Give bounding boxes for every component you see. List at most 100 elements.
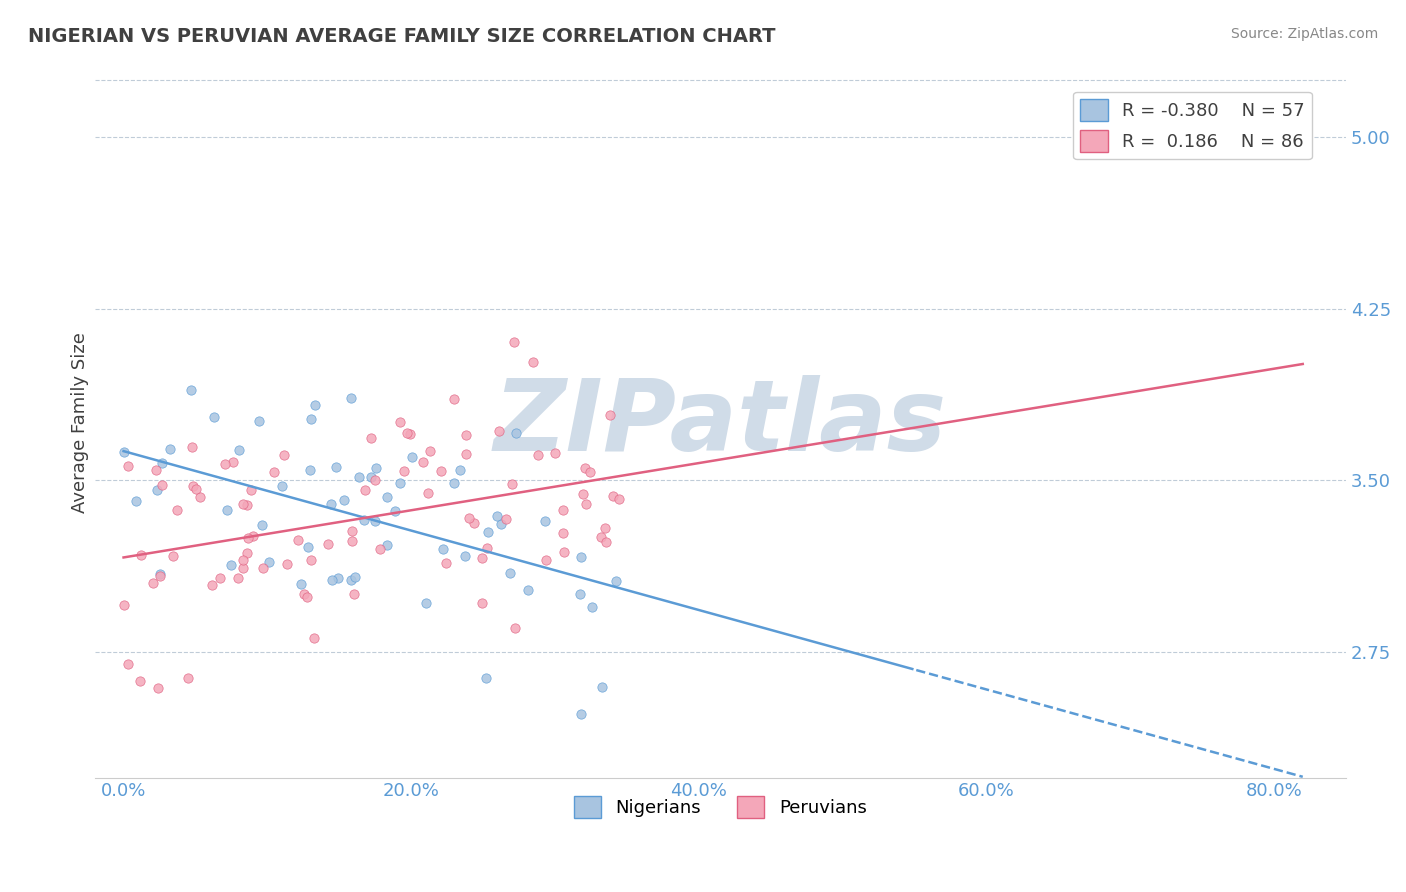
Point (368, 541, 391, 556)
Point (581, 600, 603, 615)
Point (149, 569, 172, 583)
Point (593, 521, 616, 535)
Point (401, 450, 423, 464)
Point (471, 596, 494, 610)
Text: ZIPatlas: ZIPatlas (494, 375, 946, 472)
Point (572, 487, 595, 501)
Point (149, 566, 172, 581)
Point (128, 673, 150, 688)
Point (145, 463, 167, 477)
Point (177, 671, 200, 685)
Point (263, 465, 285, 479)
Point (429, 464, 451, 478)
Point (112, 599, 135, 613)
Point (364, 515, 387, 529)
Point (235, 498, 257, 512)
Point (299, 552, 322, 566)
Point (578, 465, 600, 479)
Point (232, 497, 254, 511)
Point (499, 566, 522, 581)
Point (239, 483, 262, 498)
Point (219, 558, 242, 573)
Point (208, 572, 231, 586)
Point (454, 549, 477, 563)
Point (419, 444, 441, 458)
Point (340, 534, 363, 549)
Point (503, 621, 526, 635)
Point (605, 574, 627, 589)
Point (333, 492, 356, 507)
Point (142, 576, 165, 591)
Point (186, 482, 208, 496)
Point (166, 503, 188, 517)
Point (354, 483, 377, 497)
Point (304, 398, 326, 412)
Point (247, 414, 270, 428)
Point (388, 476, 411, 491)
Point (328, 572, 350, 586)
Text: NIGERIAN VS PERUVIAN AVERAGE FAMILY SIZE CORRELATION CHART: NIGERIAN VS PERUVIAN AVERAGE FAMILY SIZE… (28, 27, 776, 45)
Point (340, 391, 363, 405)
Point (360, 470, 382, 484)
Point (457, 511, 479, 525)
Point (321, 573, 343, 587)
Point (236, 546, 259, 560)
Point (384, 504, 406, 518)
Point (591, 680, 613, 694)
Point (485, 508, 508, 523)
Point (375, 538, 398, 552)
Point (162, 549, 184, 563)
Point (287, 533, 309, 547)
Point (181, 479, 204, 493)
Point (412, 455, 434, 469)
Point (443, 392, 465, 407)
Point (347, 469, 370, 483)
Point (488, 425, 510, 439)
Point (360, 432, 382, 446)
Point (599, 408, 621, 422)
Point (591, 530, 613, 544)
Point (375, 490, 398, 504)
Point (112, 445, 135, 459)
Point (325, 460, 347, 475)
Point (502, 334, 524, 349)
Point (340, 524, 363, 539)
Point (392, 464, 415, 478)
Point (231, 553, 253, 567)
Point (252, 560, 274, 574)
Point (471, 551, 494, 566)
Point (276, 557, 298, 571)
Point (298, 463, 321, 477)
Point (595, 535, 617, 549)
Point (415, 596, 437, 610)
Point (551, 525, 574, 540)
Point (228, 443, 250, 458)
Point (475, 541, 498, 555)
Point (449, 463, 471, 477)
Point (222, 455, 245, 469)
Point (304, 632, 326, 646)
Point (399, 426, 422, 441)
Point (257, 556, 280, 570)
Point (534, 553, 557, 567)
Point (180, 383, 202, 397)
Legend: Nigerians, Peruvians: Nigerians, Peruvians (567, 789, 875, 825)
Point (574, 461, 596, 475)
Point (527, 448, 550, 462)
Point (432, 541, 454, 556)
Point (129, 548, 152, 562)
Point (454, 447, 477, 461)
Point (602, 489, 624, 503)
Point (316, 537, 339, 551)
Point (215, 503, 238, 517)
Point (226, 571, 249, 585)
Point (297, 590, 319, 604)
Point (159, 442, 181, 456)
Point (517, 582, 540, 597)
Point (252, 517, 274, 532)
Point (145, 483, 167, 497)
Point (495, 512, 517, 526)
Point (575, 497, 598, 511)
Point (321, 497, 343, 511)
Point (297, 540, 319, 554)
